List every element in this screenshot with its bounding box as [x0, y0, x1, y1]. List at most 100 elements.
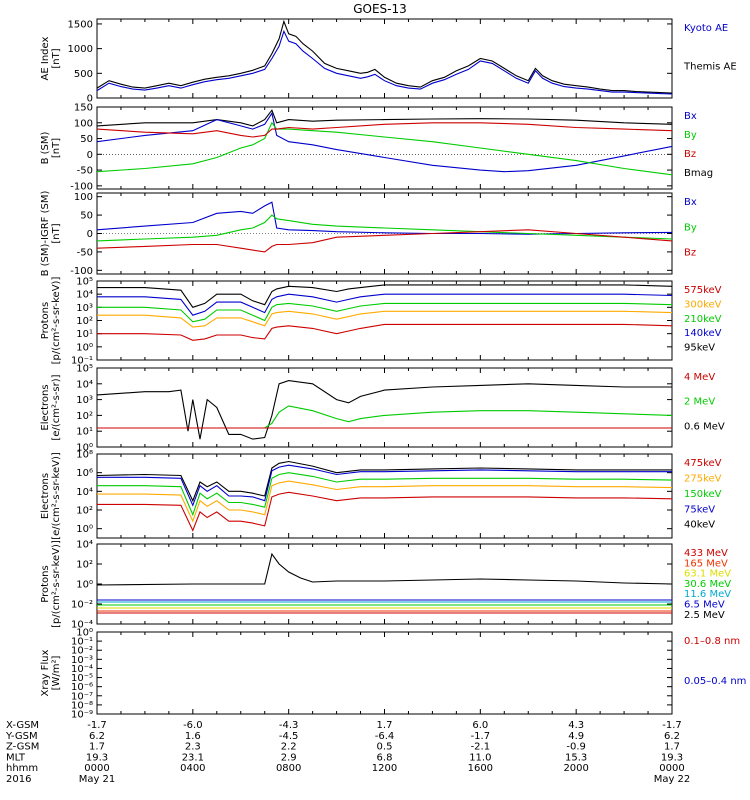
y-tick-label-ae: 500 [74, 69, 93, 80]
series-line-b_igrf-By [96, 214, 673, 242]
ephemeris-value: 1200 [372, 763, 397, 774]
ephemeris-value: -1.7 [662, 720, 682, 731]
panel-frame-electrons_epead [96, 367, 673, 448]
legend-label-electrons_mageds: 150keV [684, 489, 722, 500]
legend-label-b_igrf: By [684, 222, 697, 233]
legend-label-electrons_mageds: 40keV [684, 520, 715, 531]
ephemeris-value: 19.3 [661, 752, 683, 763]
legend-label-protons_epead: 11.6 MeV [684, 589, 731, 600]
year-label: 2016 [6, 774, 31, 785]
y-tick-label-electrons_epead: 10⁴ [76, 379, 93, 390]
y-tick-label-protons_mageds: 10⁵ [76, 277, 93, 288]
series-line-protons_mageds-140keV [97, 293, 673, 316]
y-axis-label-protons_mageds: [p/(cm²-s-sr-keV)] [51, 277, 62, 365]
legend-label-protons_epead: 165 MeV [684, 558, 728, 569]
y-axis-label-xray: [W/m²] [51, 655, 62, 690]
legend-label-protons_mageds: 575keV [684, 285, 722, 296]
y-axis-label-electrons_mageds: [e/(cm²-s-sr-keV)] [51, 452, 62, 540]
ephemeris-value: 11.0 [469, 752, 491, 763]
series-line-electrons_mageds-40keV [96, 460, 672, 503]
ephemeris-value: -2.1 [471, 742, 491, 753]
y-tick-label-electrons_mageds: 10⁶ [76, 468, 93, 479]
ephemeris-value: 0000 [84, 763, 109, 774]
series-line-electrons_mageds-475keV [97, 491, 673, 532]
y-axis-label-b_sm: B (SM) [40, 131, 51, 164]
legend-label-protons_mageds: 95keV [684, 343, 715, 354]
series-line-ae-Kyoto-AE [96, 29, 673, 95]
legend-label-protons_epead: 6.5 MeV [684, 599, 725, 610]
legend-label-protons_mageds: 140keV [684, 328, 722, 339]
ephemeris-value: -4.5 [279, 731, 299, 742]
ephemeris-value: 1.7 [664, 742, 680, 753]
y-tick-label-protons_mageds: 10¹ [76, 329, 93, 340]
legend-label-electrons_epead: 2 MeV [684, 397, 715, 408]
y-tick-label-b_sm: 0 [87, 150, 93, 161]
date-label: May 22 [654, 774, 691, 785]
ephemeris-value: 0000 [659, 763, 684, 774]
ephemeris-value: 4.9 [568, 731, 584, 742]
series-line-electrons_mageds-275keV [97, 480, 673, 523]
ephemeris-value: 2000 [563, 763, 588, 774]
series-line-b_igrf-Bx [96, 201, 673, 235]
y-tick-label-protons_mageds: 10² [76, 316, 93, 327]
y-tick-label-ae: 1500 [68, 19, 93, 30]
series-line-electrons_epead-0.6-MeV [96, 380, 672, 440]
ephemeris-row-label: X-GSM [6, 720, 39, 731]
y-tick-label-xray: 10⁻⁸ [71, 700, 93, 711]
legend-label-protons_mageds: 300keV [684, 299, 722, 310]
y-tick-label-xray: 10⁻⁴ [71, 664, 93, 675]
y-tick-label-electrons_epead: 10⁰ [76, 443, 93, 454]
y-tick-label-protons_epead: 10² [76, 560, 93, 571]
series-line-electrons_mageds-150keV [97, 472, 673, 517]
y-tick-label-xray: 10⁰ [76, 628, 93, 639]
panel-frame-electrons_mageds [96, 453, 673, 539]
y-axis-label-b_sm: [nT] [51, 138, 62, 158]
y-tick-label-electrons_mageds: 10⁰ [76, 524, 93, 535]
ephemeris-value: 4.3 [568, 720, 584, 731]
legend-label-protons_epead: 63.1 MeV [684, 569, 731, 580]
y-axis-label-b_igrf: [nT] [51, 223, 62, 243]
y-tick-label-electrons_epead: 10² [76, 411, 93, 422]
legend-label-ae: Themis AE [683, 61, 737, 72]
y-tick-label-xray: 10⁻⁶ [71, 682, 93, 693]
ephemeris-value: 23.1 [182, 752, 204, 763]
legend-label-b_igrf: Bx [684, 197, 697, 208]
legend-label-electrons_mageds: 75keV [684, 504, 715, 515]
legend-label-electrons_epead: 0.6 MeV [684, 421, 725, 432]
series-line-electrons_mageds-75keV [97, 464, 672, 507]
series-line-b_sm-By [96, 121, 673, 176]
ephemeris-value: 6.2 [664, 731, 680, 742]
ephemeris-value: 6.8 [377, 752, 393, 763]
y-tick-label-protons_epead: 10⁻² [71, 600, 93, 611]
y-tick-label-ae: 0 [87, 94, 93, 105]
y-tick-label-electrons_mageds: 10² [76, 506, 93, 517]
legend-label-protons_epead: 30.6 MeV [684, 579, 731, 590]
ephemeris-row-label: hhmm [6, 763, 38, 774]
legend-label-protons_epead: 433 MeV [684, 548, 728, 559]
y-tick-label-ae: 1000 [68, 44, 93, 55]
legend-label-b_igrf: Bz [684, 248, 696, 259]
y-tick-label-protons_mageds: 10⁰ [76, 342, 93, 353]
series-line-b_sm-Bz [96, 122, 673, 138]
ephemeris-value: 6.0 [472, 720, 488, 731]
series-line-electrons_epead-2-MeV [97, 405, 673, 429]
y-tick-label-protons_epead: 10⁴ [76, 540, 93, 551]
legend-label-b_sm: Bz [684, 149, 696, 160]
ephemeris-value: 19.3 [86, 752, 108, 763]
legend-label-b_sm: Bmag [684, 168, 713, 179]
y-tick-label-electrons_epead: 10⁵ [76, 364, 93, 375]
y-tick-label-b_igrf: 50 [80, 211, 93, 222]
y-tick-label-xray: 10⁻⁵ [71, 673, 93, 684]
y-tick-label-protons_epead: 10⁻⁴ [71, 620, 93, 631]
date-label: May 21 [79, 774, 116, 785]
series-line-protons_mageds-300keV [97, 310, 673, 328]
series-line-b_igrf-Bz [96, 229, 673, 253]
series-line-ae-Themis-AE [96, 19, 673, 94]
ephemeris-value: 2.2 [281, 742, 297, 753]
y-tick-label-xray: 10⁻⁷ [71, 691, 93, 702]
ephemeris-value: 1.6 [185, 731, 201, 742]
ephemeris-value: 1.7 [89, 742, 105, 753]
legend-label-protons_mageds: 210keV [684, 314, 722, 325]
y-tick-label-xray: 10⁻³ [71, 655, 93, 666]
